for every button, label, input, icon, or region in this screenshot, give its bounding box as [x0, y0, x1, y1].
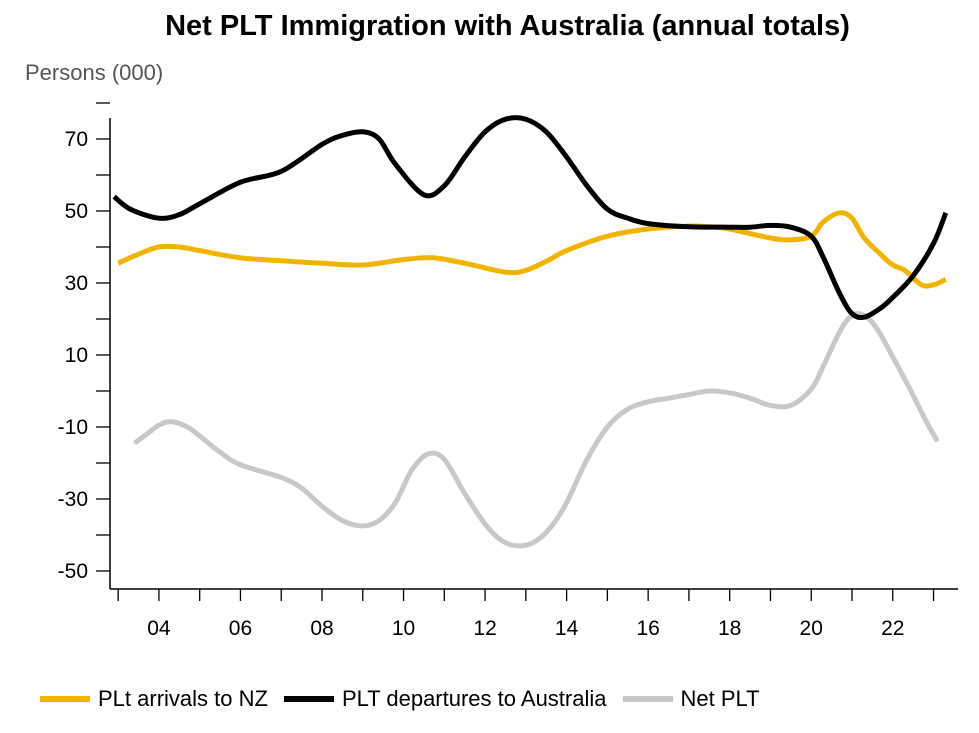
- legend-item: Net PLT: [622, 686, 760, 712]
- x-tick-label: 14: [555, 617, 579, 640]
- legend-swatch: [283, 696, 334, 702]
- series-arrivals-line: [117, 210, 947, 289]
- y-axis-label: Persons (000): [25, 60, 164, 85]
- x-tick-label: 12: [473, 617, 496, 640]
- series-net-line: [133, 311, 940, 549]
- y-tick-label: -30: [58, 488, 88, 511]
- axes: -50 -30 -10 10 30 50 70 04 06 08 10 12 14 16 18 20 22: [58, 102, 958, 640]
- legend-swatch: [622, 696, 673, 702]
- y-tick-label: 70: [65, 128, 88, 151]
- legend-label: PLT departures to Australia: [341, 686, 607, 711]
- legend-item: PLt arrivals to NZ: [40, 686, 268, 712]
- y-tick-label: 10: [65, 344, 88, 367]
- x-tick-label: 16: [636, 617, 659, 640]
- x-tick-label: 22: [881, 617, 904, 640]
- y-tick-label: -10: [58, 416, 88, 439]
- y-tick-label: 30: [65, 272, 88, 295]
- legend-item: PLT departures to Australia: [283, 686, 607, 712]
- series-departures-line: [112, 115, 949, 321]
- series-layer: [112, 115, 949, 549]
- x-tick-label: 10: [392, 617, 415, 640]
- x-tick-label: 06: [229, 617, 252, 640]
- x-tick-label: 20: [800, 617, 823, 640]
- x-tick-label: 18: [718, 617, 741, 640]
- x-tick-label: 08: [310, 617, 333, 640]
- y-tick-label: 50: [65, 200, 88, 223]
- legend-swatch: [40, 696, 90, 702]
- legend: PLt arrivals to NZ PLT departures to Aust…: [40, 686, 776, 712]
- legend-label: PLt arrivals to NZ: [98, 686, 268, 711]
- y-tick-label: -50: [58, 560, 88, 583]
- legend-label: Net PLT: [680, 686, 760, 711]
- chart-title: Net PLT Immigration with Australia (annu…: [165, 10, 850, 42]
- x-tick-label: 04: [147, 617, 171, 640]
